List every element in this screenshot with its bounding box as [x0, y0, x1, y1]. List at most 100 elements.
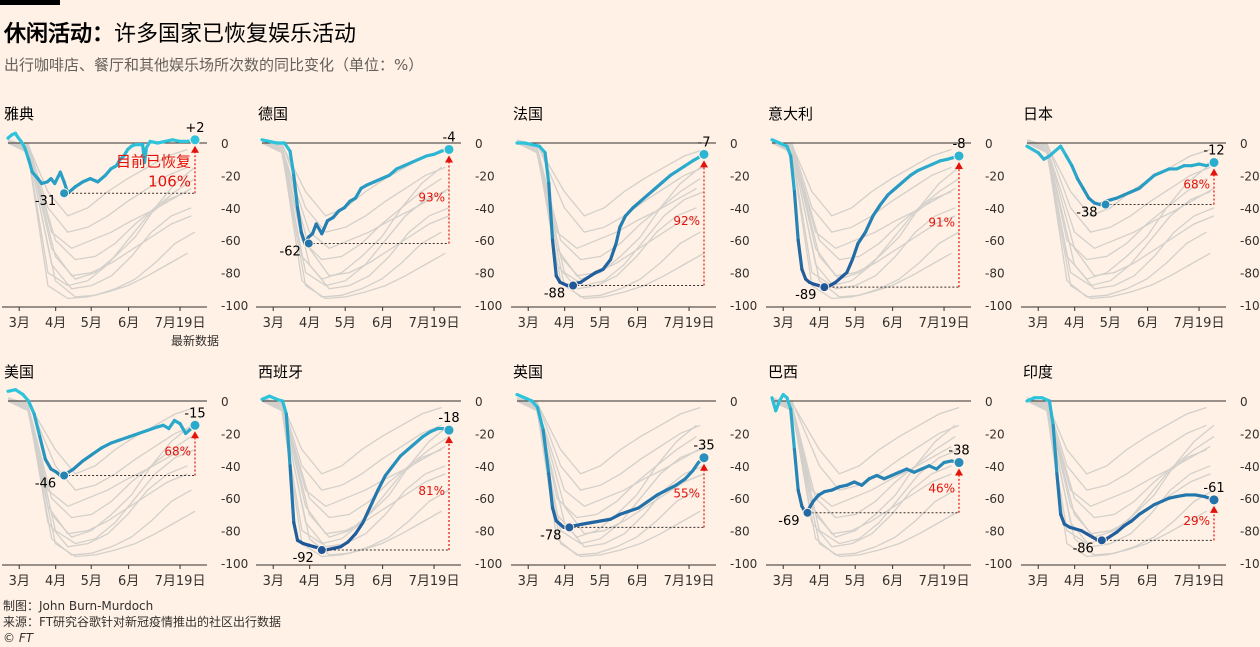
x-tick-label: 6月	[882, 316, 903, 331]
other-country-line	[7, 400, 196, 475]
series-segment	[1059, 144, 1068, 158]
x-tick-label: 4月	[809, 574, 830, 589]
y-tick-label: -60	[985, 492, 1005, 506]
other-country-line	[7, 142, 188, 217]
series-segment	[541, 428, 551, 476]
series-segment	[683, 469, 695, 481]
x-tick-label: 4月	[299, 574, 320, 589]
x-tick-label: 7月19日	[919, 316, 970, 331]
y-tick-label: -100	[985, 557, 1012, 571]
y-tick-label: -100	[475, 299, 502, 313]
series-segment	[661, 173, 672, 184]
recovery-percent-label: 68%	[164, 444, 191, 458]
series-segment	[856, 230, 868, 246]
latest-point	[189, 419, 201, 431]
other-country-line	[771, 140, 960, 280]
series-segment	[601, 258, 613, 271]
y-tick-label: -40	[730, 202, 750, 216]
series-segment	[1130, 512, 1141, 523]
series-segment	[547, 472, 555, 510]
x-tick-label: 5月	[335, 574, 356, 589]
recovery-percent-label: 93%	[418, 190, 445, 204]
latest-point	[698, 452, 710, 464]
latest-data-note: 最新数据	[171, 333, 219, 348]
country-panel-3: 意大利 0 -20 -40 -60 -80 -100 3月 4月 5月 6月 7月19日 -89 -8 91…	[766, 105, 1012, 331]
series-segment	[292, 173, 300, 210]
series-segment	[646, 186, 657, 197]
latest-value-label: -61	[1203, 481, 1224, 496]
series-segment	[618, 509, 631, 517]
latest-point	[443, 143, 455, 155]
other-country-line	[516, 397, 705, 535]
y-tick-label: 0	[730, 395, 738, 409]
y-tick-label: -100	[730, 299, 757, 313]
x-tick-label: 3月	[518, 574, 539, 589]
other-country-line	[1026, 142, 1215, 250]
series-segment	[691, 460, 700, 473]
y-tick-label: -40	[1240, 460, 1260, 474]
series-segment	[71, 459, 85, 471]
series-segment	[1051, 423, 1059, 476]
series-segment	[26, 157, 34, 174]
y-tick-label: -100	[221, 557, 248, 571]
series-segment	[1137, 180, 1149, 190]
other-country-line	[261, 142, 446, 300]
recovery-arrow-head	[1210, 505, 1218, 513]
x-tick-label: 7月19日	[1174, 574, 1225, 589]
recovery-arrow-head	[700, 160, 708, 168]
y-tick-label: 0	[475, 137, 483, 151]
page-title: 休闲活动：许多国家已恢复娱乐活动	[4, 16, 356, 48]
country-panel-8: 巴西 0 -20 -40 -60 -80 -100 3月 4月 5月 6月 7月19日 -69 -38 46…	[766, 363, 1012, 589]
series-segment	[623, 206, 635, 218]
y-tick-label: -20	[221, 427, 241, 441]
recovery-percent-label: 91%	[928, 216, 955, 230]
series-segment	[638, 193, 650, 203]
x-tick-label: 7月19日	[664, 574, 715, 589]
other-country-line	[1026, 140, 1207, 280]
y-tick-label: -100	[985, 299, 1012, 313]
recovery-caption: 目前已恢复	[116, 152, 191, 170]
other-country-line	[262, 400, 442, 491]
recovery-arrow-head	[191, 145, 199, 153]
other-country-line	[7, 400, 196, 558]
y-tick-label: 0	[475, 395, 483, 409]
x-tick-label: 4月	[1064, 574, 1085, 589]
series-segment	[550, 506, 558, 523]
series-segment	[282, 141, 292, 153]
country-panel-6: 西班牙 0 -20 -40 -60 -80 -100 3月 4月 5月 6月 7月19日 -92 -18 8…	[256, 363, 502, 589]
latest-point	[953, 457, 965, 469]
source-text: 来源：FT研究谷歌针对新冠疫情推出的社区出行数据	[3, 615, 282, 629]
y-tick-label: -100	[730, 557, 757, 571]
y-tick-label: -80	[1240, 525, 1260, 539]
series-segment	[871, 202, 883, 218]
series-segment	[353, 186, 363, 200]
other-country-line	[261, 142, 442, 298]
series-segment	[90, 446, 104, 457]
other-country-line	[771, 142, 960, 261]
series-segment	[850, 241, 860, 262]
y-tick-label: 0	[985, 395, 993, 409]
other-country-line	[8, 400, 196, 491]
other-country-line	[1026, 139, 1215, 277]
other-country-line	[261, 398, 450, 538]
series-segment	[23, 146, 31, 161]
series-segment	[845, 258, 855, 275]
series-segment	[376, 473, 388, 492]
latest-point	[443, 424, 455, 436]
x-tick-label: 3月	[1028, 574, 1049, 589]
x-tick-label: 5月	[845, 316, 866, 331]
recovery-arrow-head	[700, 463, 708, 471]
other-country-line	[8, 142, 188, 233]
panel-title: 意大利	[768, 105, 813, 123]
x-tick-label: 6月	[372, 316, 393, 331]
y-tick-label: -100	[1240, 557, 1260, 571]
x-tick-label: 6月	[1137, 574, 1158, 589]
series-segment	[81, 452, 94, 463]
recovery-percent-label: 68%	[1183, 178, 1210, 192]
series-segment	[353, 520, 365, 536]
min-point	[303, 238, 314, 249]
latest-value-label: -8	[953, 137, 966, 152]
country-panel-1: 德国 0 -20 -40 -60 -80 -100 3月 4月 5月 6月 7月19日 -62 -4 93%	[256, 105, 502, 331]
series-segment	[664, 483, 678, 492]
x-tick-label: 6月	[118, 574, 139, 589]
